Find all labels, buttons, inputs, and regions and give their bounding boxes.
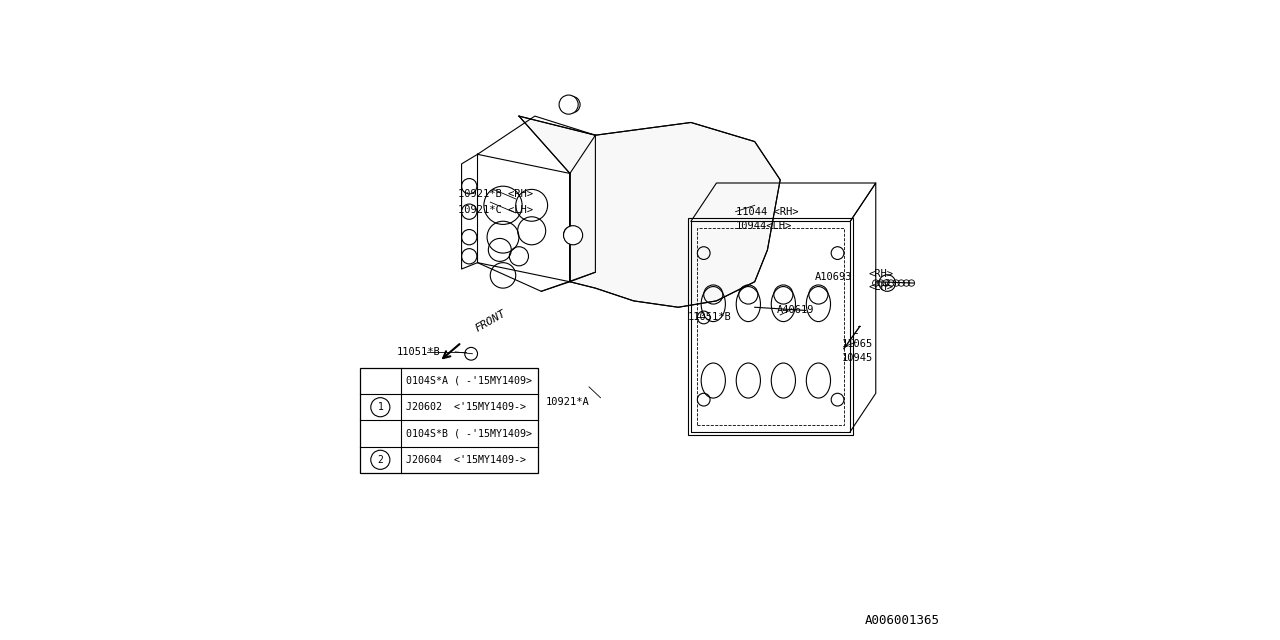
Text: A40619: A40619 (777, 305, 814, 315)
Text: 10921*A: 10921*A (545, 397, 590, 406)
Text: 2: 2 (884, 278, 890, 287)
Text: J20604  <'15MY1409->: J20604 <'15MY1409-> (406, 455, 526, 465)
Text: 10944<LH>: 10944<LH> (736, 221, 792, 230)
Text: 11044 <RH>: 11044 <RH> (736, 207, 799, 217)
Text: 0104S*B ( -'15MY1409>: 0104S*B ( -'15MY1409> (406, 429, 532, 438)
Text: <LH>: <LH> (868, 282, 893, 292)
Text: A006001365: A006001365 (864, 614, 940, 627)
Text: 10921*B <RH>: 10921*B <RH> (458, 189, 534, 199)
Text: 11051*B: 11051*B (687, 312, 732, 322)
Circle shape (559, 95, 579, 114)
Text: <RH>: <RH> (868, 269, 893, 279)
Text: A10693: A10693 (815, 271, 852, 282)
Bar (360, 368, 538, 473)
Text: 11065: 11065 (842, 339, 873, 349)
Circle shape (563, 226, 582, 245)
Text: J20602  <'15MY1409->: J20602 <'15MY1409-> (406, 402, 526, 412)
Text: FRONT: FRONT (474, 308, 507, 334)
Bar (698, 228, 844, 425)
Text: 10945: 10945 (842, 353, 873, 364)
Text: 2: 2 (378, 455, 383, 465)
Text: 10921*C <LH>: 10921*C <LH> (458, 205, 534, 215)
Text: 1: 1 (570, 230, 575, 239)
Bar (687, 218, 854, 435)
Polygon shape (518, 116, 781, 307)
Text: 1: 1 (378, 402, 383, 412)
Text: 0104S*A ( -'15MY1409>: 0104S*A ( -'15MY1409> (406, 376, 532, 386)
Text: 1: 1 (570, 100, 575, 109)
Text: 11051*B: 11051*B (397, 348, 440, 358)
